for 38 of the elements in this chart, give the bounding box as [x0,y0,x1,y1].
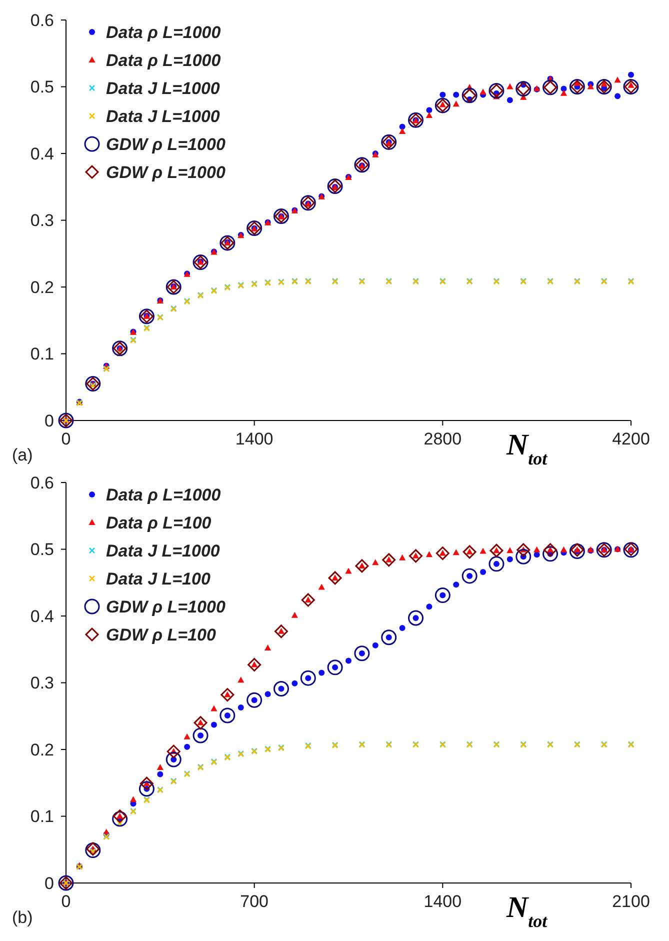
x-tick-label: 0 [61,892,71,911]
legend-label: Data J L=1000 [106,541,220,560]
y-tick-label: 0.4 [30,606,54,626]
legend-label: Data ρ L=100 [106,513,212,532]
legend-label: Data ρ L=1000 [106,50,222,70]
y-tick-label: 0.6 [30,473,54,492]
y-tick-label: 0.1 [30,344,54,364]
legend-label: GDW ρ L=1000 [106,597,226,616]
legend-label: Data J L=1000 [106,78,220,98]
x-tick-label: 1400 [424,892,462,911]
y-tick-label: 0.6 [30,10,54,30]
y-tick-label: 0 [44,874,54,893]
x-tick-label: 1400 [235,430,274,448]
legend-label: Data ρ L=1000 [106,485,222,504]
x-axis-title: N$_{tot}$ [505,428,548,468]
y-tick-label: 0.2 [30,278,54,297]
y-tick-label: 0.2 [30,740,54,760]
legend-label: Data ρ L=1000 [106,22,222,42]
x-tick-label: 700 [240,892,269,911]
legend-label: Data J L=1000 [106,106,220,126]
y-tick-label: 0 [44,411,54,430]
y-tick-label: 0.1 [30,807,54,826]
x-tick-label: 2100 [612,892,650,911]
legend-label: GDW ρ L=1000 [106,134,226,154]
legend-label: GDW ρ L=1000 [106,162,226,182]
y-tick-label: 0.5 [30,540,54,560]
text: (b) [12,908,33,927]
text: (a) [12,446,33,464]
y-tick-label: 0.4 [30,144,54,164]
y-tick-label: 0.3 [30,211,54,230]
legend-label: Data J L=100 [106,569,211,588]
y-tick-label: 0.5 [30,78,54,97]
legend-label: GDW ρ L=100 [106,625,217,644]
x-tick-label: 2800 [424,430,462,448]
x-tick-label: 4200 [612,430,650,448]
x-tick-label: 0 [61,430,71,448]
y-tick-label: 0.3 [30,674,54,693]
x-axis-title: N$_{tot}$ [505,891,548,931]
